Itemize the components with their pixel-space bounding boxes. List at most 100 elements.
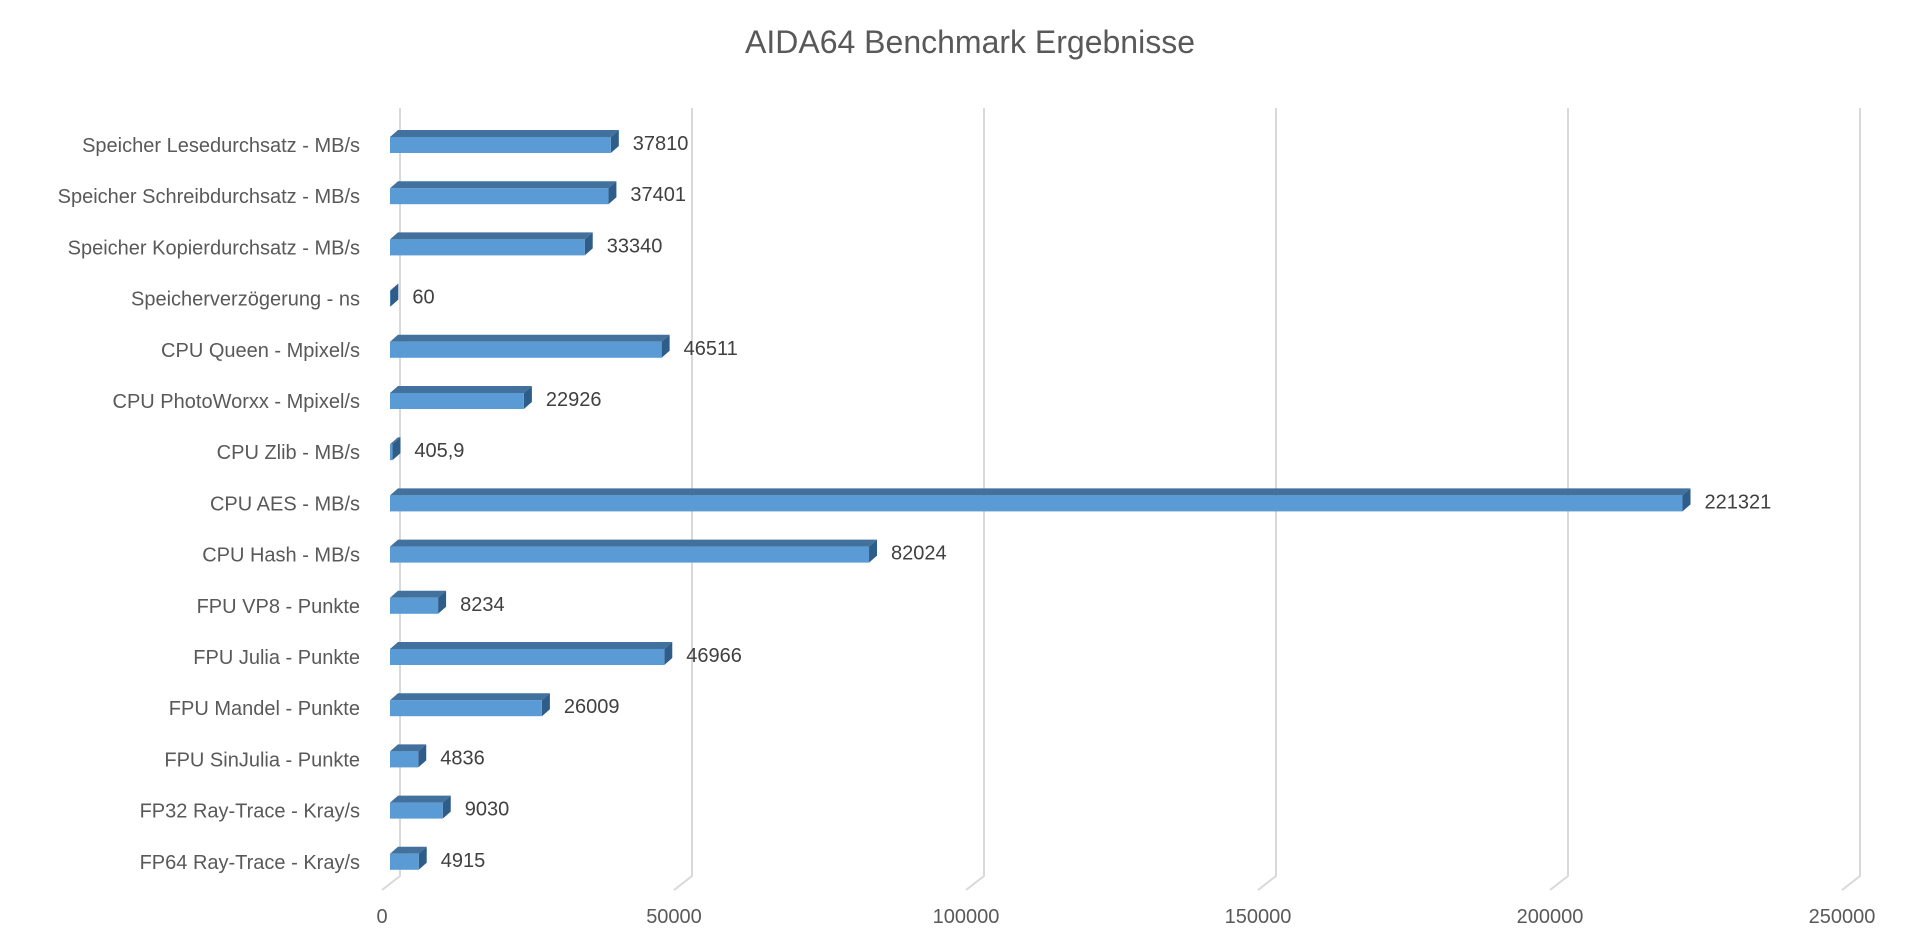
chart-title: AIDA64 Benchmark Ergebnisse [745, 24, 1195, 60]
x-axis-ticks: 0 50000 100000 150000 200000 250000 [376, 906, 1875, 928]
category-label: FP32 Ray-Trace - Kray/s [140, 801, 360, 823]
gridline [381, 108, 401, 891]
bar [390, 693, 550, 717]
bar-top-face [390, 795, 451, 803]
category-label: Speicher Lesedurchsatz - MB/s [82, 135, 360, 157]
bar [390, 539, 878, 563]
data-label: 8234 [460, 594, 505, 616]
bar [390, 590, 447, 614]
bar-front-face [390, 649, 665, 665]
bar-side-face [418, 846, 427, 870]
gridline [673, 108, 693, 891]
bar [390, 642, 673, 665]
bar-front-face [390, 751, 419, 768]
bar-side-face [390, 283, 399, 307]
bar-top-face [390, 846, 427, 854]
bar [390, 334, 670, 358]
bar-front-face [390, 597, 439, 614]
bar-side-face [584, 232, 593, 256]
bar-top-face [390, 386, 532, 393]
data-label: 60 [412, 287, 434, 309]
gridline [1841, 108, 1861, 891]
bar-side-face [442, 795, 451, 819]
x-tick-label: 250000 [1809, 906, 1876, 928]
bar-side-face [523, 386, 532, 409]
category-label: CPU Zlib - MB/s [217, 442, 360, 464]
category-label: Speicherverzögerung - ns [131, 289, 360, 311]
bar-front-face [390, 137, 611, 153]
bar-side-face [1682, 488, 1691, 512]
bar [390, 232, 593, 256]
bar [390, 437, 401, 461]
bar-top-face [390, 232, 593, 240]
bar [390, 283, 399, 307]
bar [390, 846, 427, 870]
bar-front-face [390, 802, 443, 819]
category-label: FPU SinJulia - Punkte [164, 749, 360, 771]
category-label: CPU Hash - MB/s [202, 545, 360, 567]
x-tick-label: 0 [376, 906, 387, 928]
y-axis-categories: Speicher Lesedurchsatz - MB/s Speicher Sc… [58, 135, 360, 874]
bar-top-face [390, 590, 447, 598]
data-label: 82024 [891, 543, 947, 565]
bar-side-face [392, 437, 401, 461]
category-label: FPU VP8 - Punkte [197, 596, 360, 618]
x-tick-label: 100000 [933, 906, 1000, 928]
bar-top-face [390, 283, 399, 291]
bar-top-face [390, 539, 878, 547]
bar-top-face [390, 437, 401, 445]
data-label: 405,9 [414, 440, 464, 462]
data-label: 4915 [441, 850, 486, 872]
bar-side-face [438, 590, 447, 614]
bar-top-face [390, 334, 670, 342]
bar-front-face [390, 188, 609, 205]
bar [390, 488, 1691, 512]
gridlines [381, 108, 1861, 891]
data-label: 4836 [440, 747, 485, 769]
bar-top-face [390, 181, 617, 189]
gridline [965, 108, 985, 891]
bar-front-face [390, 341, 662, 358]
x-tick-label: 150000 [1225, 906, 1292, 928]
data-label: 46966 [686, 645, 742, 667]
gridline [1257, 108, 1277, 891]
bar-top-face [390, 642, 673, 649]
data-label: 33340 [607, 235, 663, 257]
bar-top-face [390, 744, 427, 752]
category-label: FP64 Ray-Trace - Kray/s [140, 852, 360, 874]
bar-front-face [390, 239, 585, 256]
gridline [1549, 108, 1569, 891]
bar [390, 744, 427, 768]
data-label: 9030 [465, 799, 510, 821]
bar-front-face [390, 853, 419, 870]
bar-front-face [390, 546, 870, 563]
category-label: FPU Mandel - Punkte [169, 698, 360, 720]
category-label: CPU PhotoWorxx - Mpixel/s [113, 391, 360, 413]
data-label: 221321 [1705, 491, 1772, 513]
bar-top-face [390, 693, 550, 701]
data-label: 26009 [564, 696, 620, 718]
bar-side-face [869, 539, 878, 563]
bar-top-face [390, 130, 619, 137]
bar [390, 181, 617, 205]
x-tick-label: 50000 [646, 906, 702, 928]
x-tick-label: 200000 [1517, 906, 1584, 928]
bar-front-face [390, 444, 393, 461]
bar [390, 795, 451, 819]
data-label: 46511 [684, 338, 738, 360]
bar-side-face [608, 181, 617, 205]
data-label: 37401 [630, 184, 686, 206]
bar-side-face [661, 334, 670, 358]
bar-side-face [664, 642, 673, 665]
bar [390, 386, 532, 409]
bar-top-face [390, 488, 1691, 496]
bar-front-face [390, 495, 1683, 512]
bar [390, 130, 619, 153]
data-label: 22926 [546, 389, 602, 411]
category-label: FPU Julia - Punkte [193, 647, 360, 669]
category-label: CPU Queen - Mpixel/s [161, 340, 360, 362]
bars [390, 130, 1691, 870]
category-label: Speicher Kopierdurchsatz - MB/s [68, 237, 360, 259]
